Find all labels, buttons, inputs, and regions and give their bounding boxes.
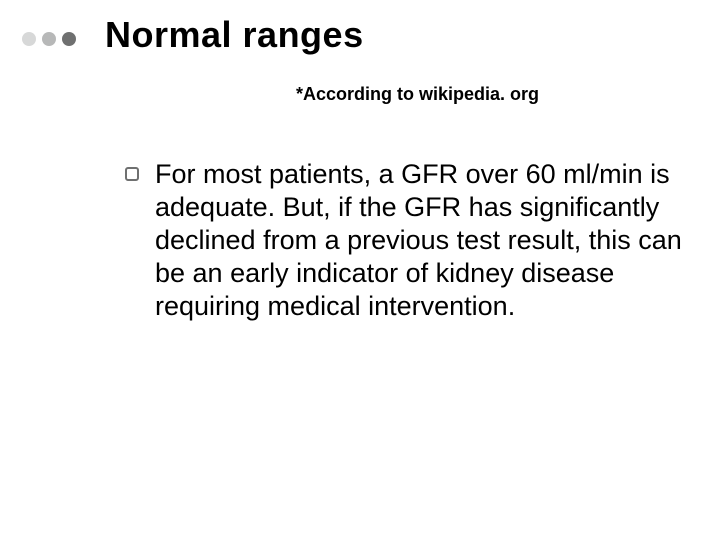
bullet-item: For most patients, a GFR over 60 ml/min … [125,158,685,323]
slide-title: Normal ranges [105,14,364,56]
dot-3 [62,32,76,46]
slide-subtitle: *According to wikipedia. org [296,84,539,105]
decorative-dots [22,32,76,46]
body-text: For most patients, a GFR over 60 ml/min … [155,158,685,323]
bullet-icon [125,167,139,181]
dot-1 [22,32,36,46]
dot-2 [42,32,56,46]
